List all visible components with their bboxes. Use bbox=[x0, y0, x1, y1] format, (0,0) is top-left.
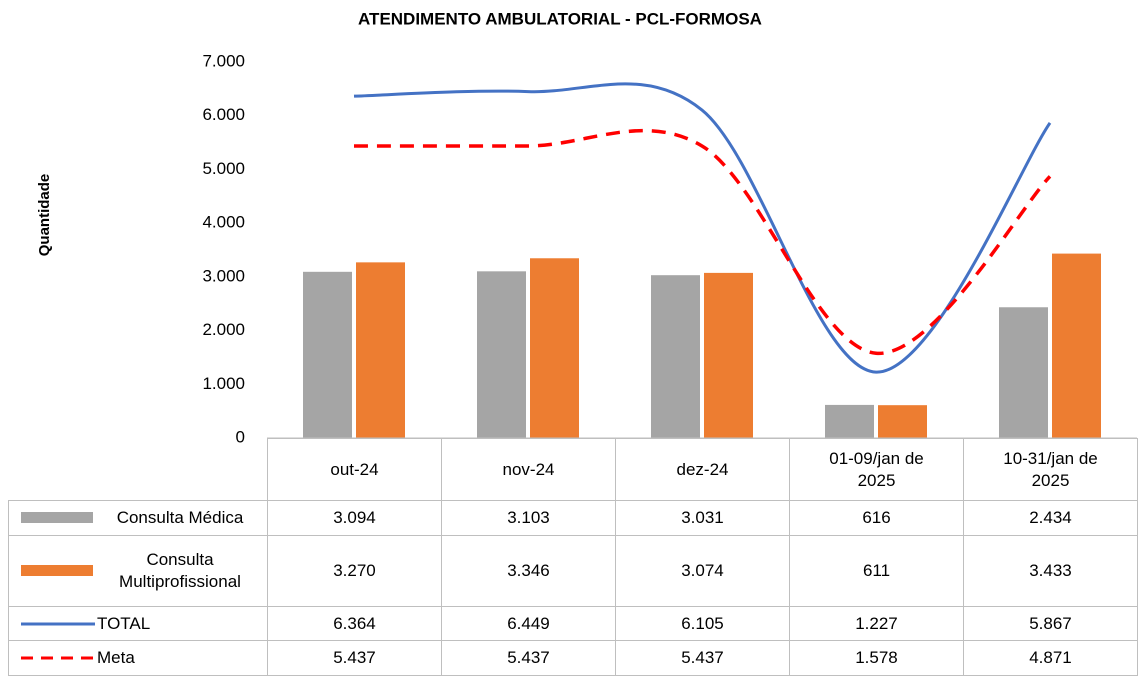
table-value: 2.434 bbox=[963, 500, 1138, 536]
legend-cell: Meta bbox=[8, 640, 268, 676]
legend-label: Consulta Multiprofissional bbox=[119, 550, 241, 591]
table-value: 3.074 bbox=[615, 535, 790, 607]
bar bbox=[1052, 253, 1101, 438]
table-value: 5.437 bbox=[441, 640, 616, 676]
legend-key bbox=[21, 512, 93, 523]
y-tick-label: 3.000 bbox=[202, 266, 245, 285]
legend-key bbox=[21, 565, 93, 576]
table-value: 616 bbox=[789, 500, 964, 536]
bar bbox=[651, 275, 700, 438]
y-axis-label: Quantidade bbox=[36, 174, 53, 257]
table-value: 6.449 bbox=[441, 606, 616, 641]
legend-key bbox=[21, 622, 95, 625]
table-value: 3.346 bbox=[441, 535, 616, 607]
legend-label: TOTAL bbox=[97, 613, 151, 633]
chart-title: ATENDIMENTO AMBULATORIAL - PCL-FORMOSA bbox=[358, 9, 762, 28]
bar bbox=[530, 258, 579, 438]
bar bbox=[825, 404, 874, 438]
table-value: 3.103 bbox=[441, 500, 616, 536]
table-value: 3.094 bbox=[267, 500, 442, 536]
table-value: 1.578 bbox=[789, 640, 964, 676]
y-tick-label: 7.000 bbox=[202, 51, 245, 70]
table-value: 5.437 bbox=[615, 640, 790, 676]
legend-swatch bbox=[21, 512, 93, 523]
y-tick-label: 1.000 bbox=[202, 374, 245, 393]
table-value: 5.867 bbox=[963, 606, 1138, 641]
line-series bbox=[354, 128, 1052, 355]
category-label: 01-09/jan de 2025 bbox=[789, 438, 964, 501]
table-value: 3.433 bbox=[963, 535, 1138, 607]
table-value: 4.871 bbox=[963, 640, 1138, 676]
table-value: 5.437 bbox=[267, 640, 442, 676]
legend-label: Consulta Médica bbox=[116, 508, 244, 527]
category-label: dez-24 bbox=[615, 438, 790, 501]
category-label: out-24 bbox=[267, 438, 442, 501]
y-tick-label: 0 bbox=[236, 427, 245, 446]
bar bbox=[704, 272, 753, 438]
y-tick-label: 6.000 bbox=[202, 105, 245, 124]
legend-swatch bbox=[21, 565, 93, 576]
category-label: nov-24 bbox=[441, 438, 616, 501]
bar bbox=[999, 307, 1048, 438]
table-value: 3.270 bbox=[267, 535, 442, 607]
legend-label: Meta bbox=[97, 648, 135, 667]
legend-key bbox=[21, 656, 95, 660]
table-value: 611 bbox=[789, 535, 964, 607]
bar bbox=[303, 271, 352, 438]
table-value: 3.031 bbox=[615, 500, 790, 536]
y-tick-label: 5.000 bbox=[202, 159, 245, 178]
bar bbox=[477, 271, 526, 438]
legend-cell: Consulta Multiprofissional bbox=[8, 535, 268, 607]
table-value: 1.227 bbox=[789, 606, 964, 641]
y-tick-label: 4.000 bbox=[202, 213, 245, 232]
bar bbox=[878, 405, 927, 438]
table-value: 6.105 bbox=[615, 606, 790, 641]
legend-cell: Consulta Médica bbox=[8, 500, 268, 536]
legend-cell: TOTAL bbox=[8, 606, 268, 641]
category-label: 10-31/jan de 2025 bbox=[963, 438, 1138, 501]
y-tick-label: 2.000 bbox=[202, 320, 245, 339]
table-value: 6.364 bbox=[267, 606, 442, 641]
bar bbox=[356, 262, 405, 438]
line-series bbox=[353, 82, 1052, 374]
